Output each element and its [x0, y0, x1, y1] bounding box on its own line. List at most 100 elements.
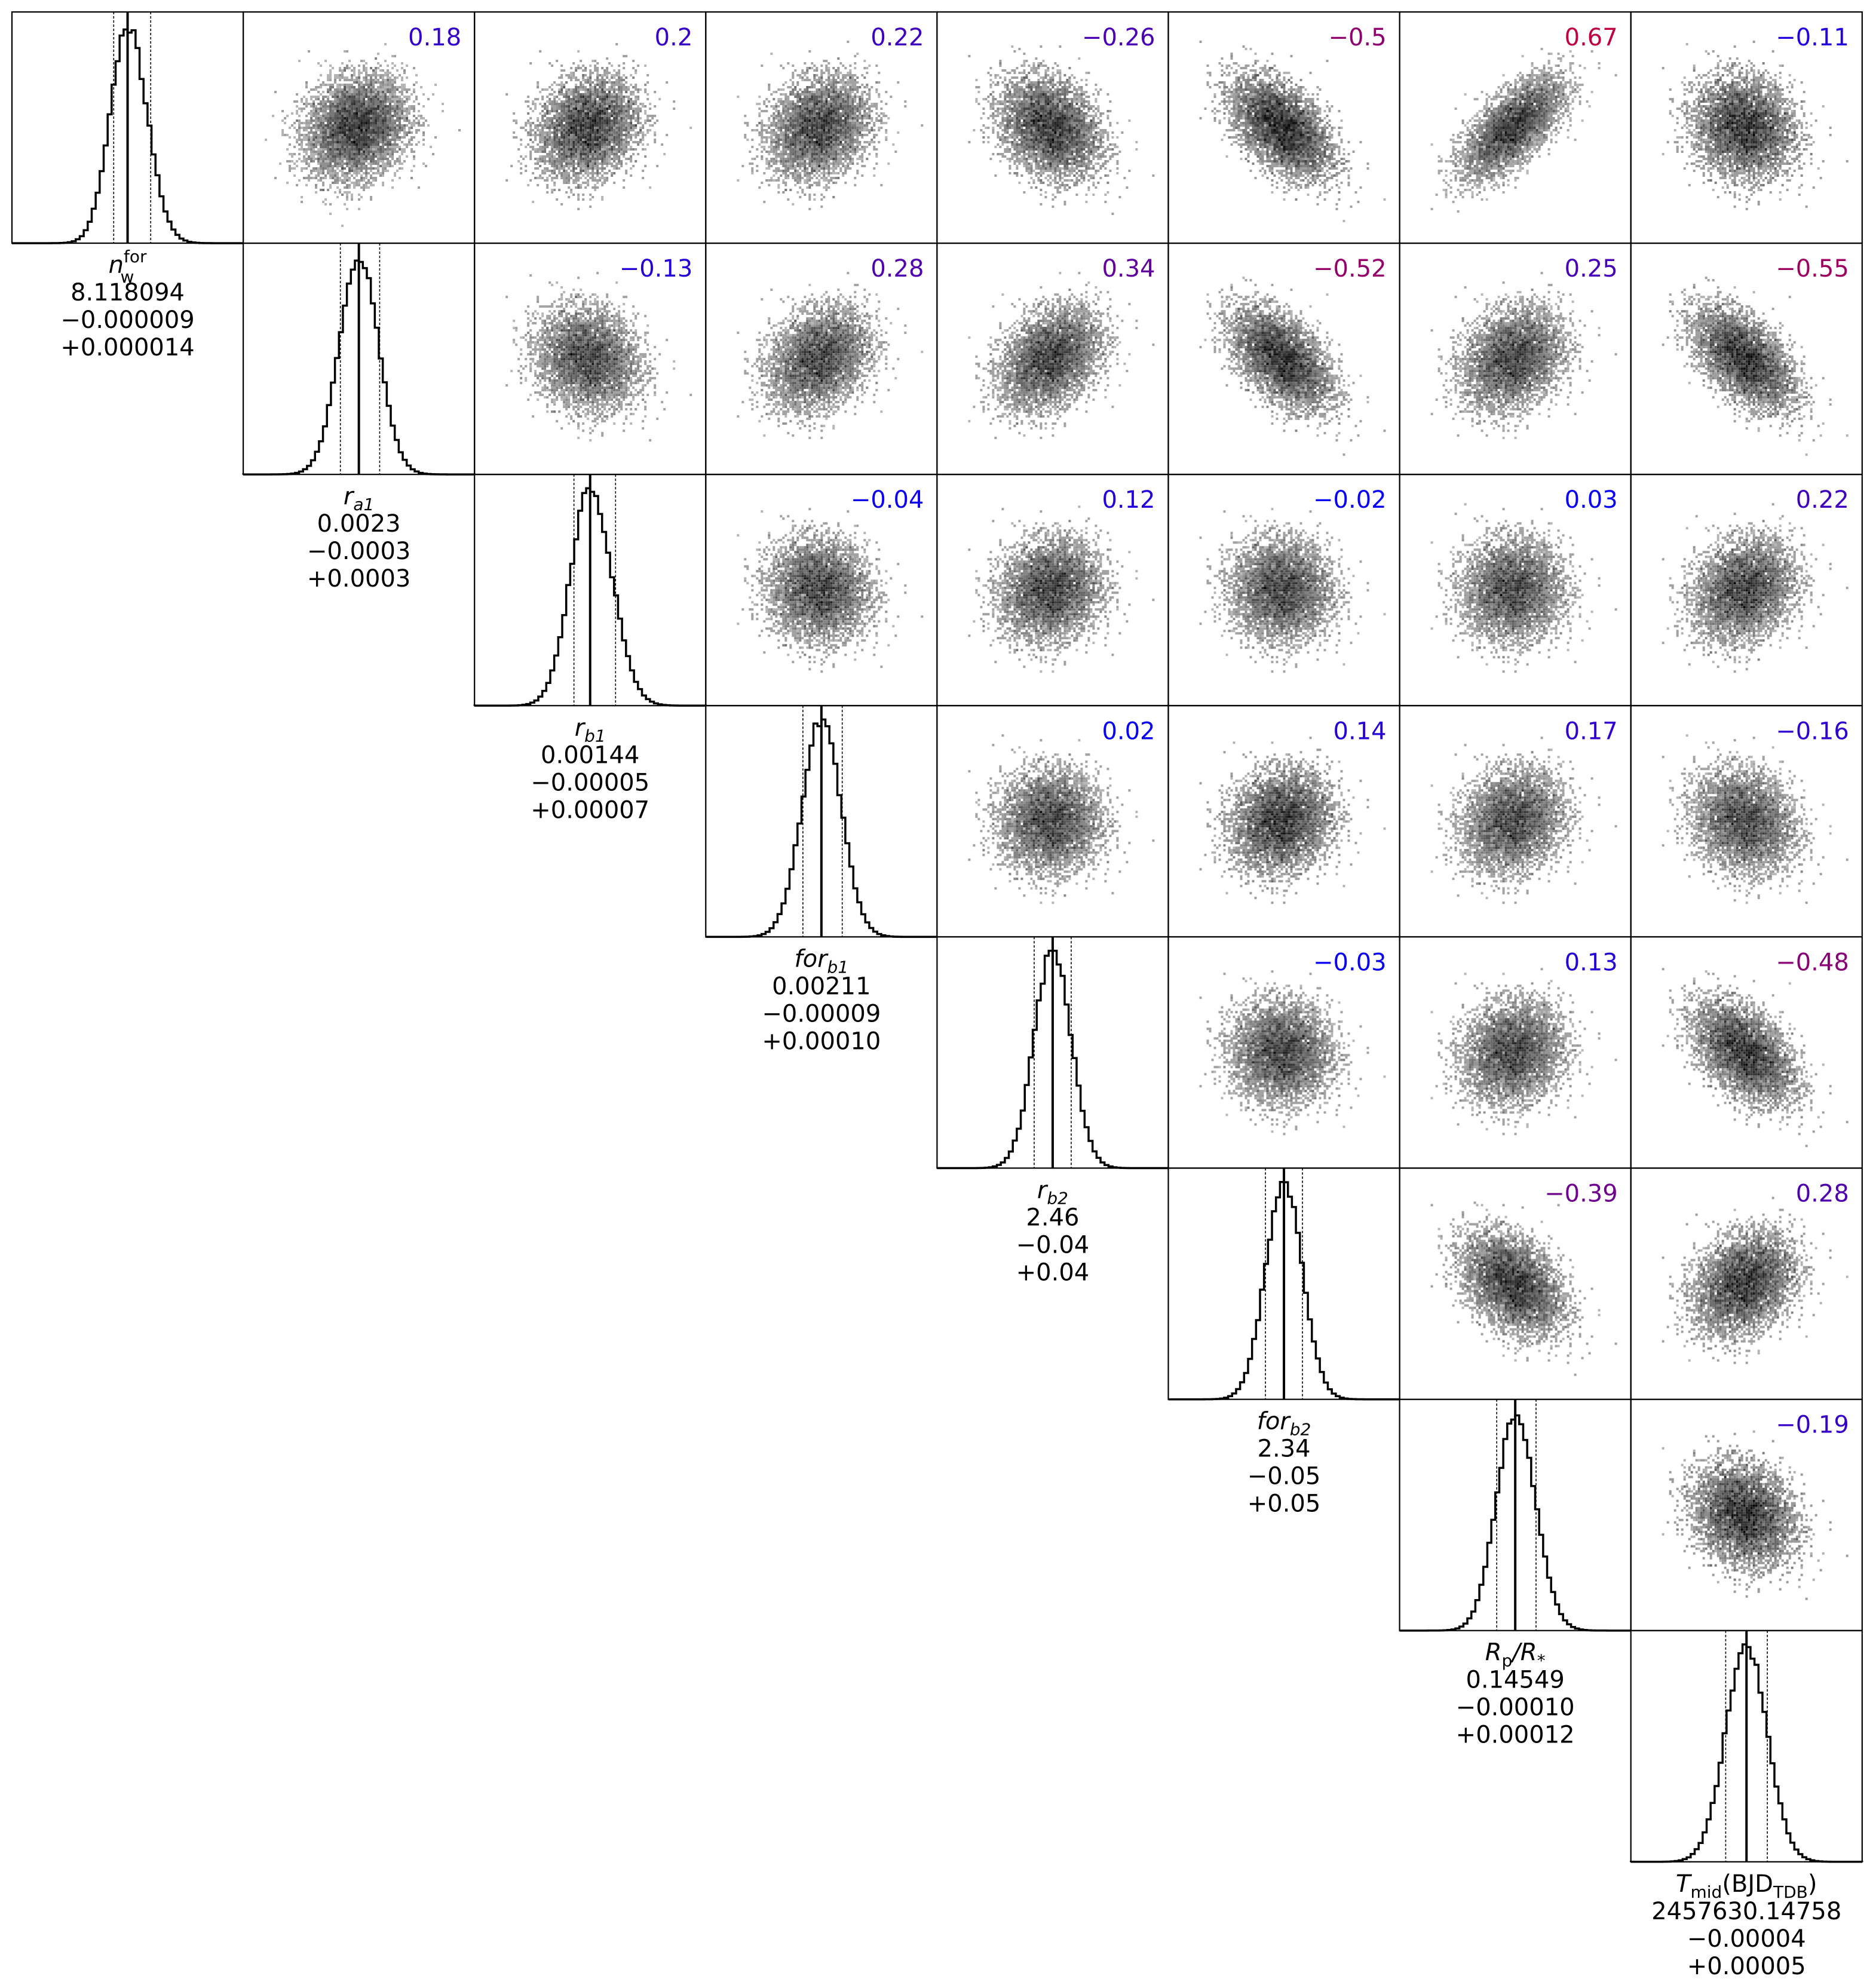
density-bins	[1671, 1208, 1849, 1362]
density-bins	[1500, 594, 1503, 597]
density-bins	[1240, 76, 1334, 177]
density-bins	[1430, 272, 1617, 437]
density-bins	[806, 360, 814, 368]
density-bins	[1430, 503, 1593, 666]
density-bins	[296, 65, 425, 191]
density-bins	[1743, 591, 1751, 609]
density-bins	[1502, 117, 1519, 143]
density-bins	[989, 65, 1098, 182]
density-bins	[737, 53, 900, 205]
density-bins	[1047, 372, 1050, 375]
density-bins	[570, 353, 573, 356]
parameter-value-3: 0.00211	[772, 972, 870, 1000]
density-bins	[1437, 1204, 1601, 1362]
correlation-label-r2-c7: 0.22	[1796, 486, 1849, 514]
density-bins	[541, 69, 640, 174]
density-bins	[1716, 93, 1786, 158]
density-bins	[1235, 67, 1329, 174]
density-bins	[1726, 558, 1767, 618]
density-bins	[1476, 1008, 1560, 1093]
density-bins	[1233, 992, 1336, 1095]
density-bins	[1042, 820, 1050, 837]
density-bins	[1006, 775, 1095, 866]
symbol-subscript: w	[120, 267, 134, 287]
density-bins	[737, 510, 895, 661]
density-bins	[1731, 1049, 1751, 1071]
density-bins	[1504, 117, 1524, 134]
scatter-panel-r2-c3: −0.04	[737, 486, 924, 673]
density-bins	[1492, 591, 1526, 604]
density-bins	[1724, 808, 1765, 845]
parameter-symbol-1: ra1	[344, 483, 374, 514]
symbol-main: for	[795, 945, 829, 972]
scatter-panel-r1-c5: −0.52	[1199, 255, 1387, 456]
density-bins	[1521, 110, 1524, 112]
correlation-label-r0-c7: −0.11	[1776, 24, 1849, 51]
density-bins	[1492, 343, 1526, 387]
density-bins	[1695, 996, 1794, 1109]
density-bins	[580, 358, 594, 366]
density-bins	[296, 67, 413, 182]
density-bins	[1040, 115, 1057, 134]
parameter-plus-3: +0.00010	[762, 1027, 881, 1055]
density-bins	[1040, 811, 1043, 814]
density-bins	[1726, 570, 1760, 604]
panel-frame-diag-1	[243, 243, 476, 475]
density-bins	[298, 57, 421, 196]
density-bins	[1266, 572, 1307, 618]
density-bins	[982, 520, 1109, 659]
density-bins	[775, 541, 864, 633]
density-bins	[1512, 139, 1515, 141]
density-bins	[1278, 1066, 1281, 1069]
density-bins	[1495, 332, 1526, 385]
correlation-label-r5-c6: −0.39	[1544, 1180, 1618, 1208]
density-bins	[1697, 770, 1791, 873]
density-bins	[1445, 751, 1577, 885]
correlation-label-r0-c2: 0.2	[655, 24, 693, 51]
scatter-panel-r0-c3: 0.22	[737, 24, 924, 210]
density-bins	[1473, 312, 1567, 404]
panel-frame-diag-3	[705, 705, 938, 938]
density-bins	[1006, 777, 1098, 866]
parameter-plus-6: +0.00012	[1456, 1722, 1575, 1749]
scatter-panel-r3-c5: 0.14	[1199, 717, 1387, 904]
density-bins	[1702, 1008, 1796, 1093]
density-bins	[1199, 41, 1369, 210]
density-bins	[1469, 996, 1567, 1107]
density-bins	[987, 303, 1119, 428]
correlation-label-r4-c6: 0.13	[1565, 949, 1618, 976]
density-bins	[1697, 65, 1798, 182]
density-bins	[1736, 1280, 1739, 1288]
panel-frame-diag-6	[1399, 1398, 1632, 1631]
density-bins	[553, 329, 630, 401]
parameter-value-5: 2.34	[1258, 1435, 1311, 1463]
density-bins	[737, 272, 907, 440]
density-bins	[1478, 1256, 1555, 1317]
density-bins	[1726, 815, 1729, 818]
density-bins	[1504, 589, 1507, 592]
density-bins	[1478, 1020, 1543, 1083]
density-bins	[1037, 825, 1040, 828]
density-bins	[1700, 539, 1796, 625]
symbol-superscript: for	[124, 247, 147, 266]
density-bins	[1247, 103, 1310, 162]
density-bins	[1483, 88, 1548, 155]
parameter-minus-6: −0.00010	[1456, 1694, 1575, 1722]
density-bins	[1037, 119, 1040, 122]
correlation-label-r1-c5: −0.52	[1313, 255, 1387, 283]
density-bins	[1437, 291, 1601, 440]
scatter-panel-r0-c7: −0.11	[1662, 24, 1849, 210]
density-bins	[1502, 351, 1505, 354]
density-bins	[1011, 777, 1095, 857]
density-bins	[1278, 834, 1281, 837]
density-bins	[1035, 811, 1062, 845]
density-bins	[572, 108, 578, 122]
density-bins	[1500, 365, 1503, 368]
density-bins	[1483, 556, 1548, 611]
scatter-panel-r1-c3: 0.28	[737, 255, 924, 440]
density-bins	[1240, 1008, 1314, 1093]
scatter-panel-r0-c5: −0.5	[1199, 24, 1387, 222]
correlation-label-r2-c5: −0.02	[1313, 486, 1387, 514]
density-bins	[1700, 539, 1791, 635]
density-bins	[1266, 348, 1271, 366]
